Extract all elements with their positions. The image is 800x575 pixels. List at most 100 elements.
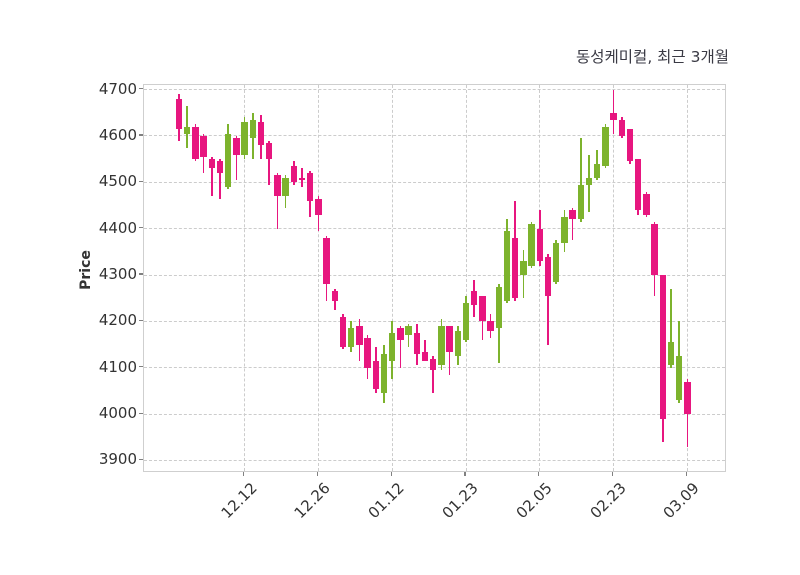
candle-body-down [446, 326, 453, 352]
x-gridline [317, 85, 319, 471]
candle-body-down [544, 256, 552, 296]
y-tick-label: 4600 [98, 125, 137, 144]
candle-body-up [676, 356, 683, 401]
y-tick-label: 4200 [98, 311, 137, 330]
x-gridline [391, 85, 393, 471]
y-tick-mark [139, 88, 143, 90]
candle-body-down [257, 122, 265, 146]
y-tick-mark [139, 319, 143, 321]
candle-body-down [200, 135, 207, 157]
candle-body-up [225, 133, 232, 187]
candle-body-down [331, 291, 338, 301]
candle-wick-down [211, 156, 213, 197]
candle-body-up [348, 328, 355, 347]
y-tick-label: 4400 [98, 218, 137, 237]
candle-body-up [577, 184, 584, 220]
candle-body-down [479, 295, 486, 322]
candle-body-down [471, 291, 478, 306]
candle-body-down [684, 381, 691, 415]
candle-body-down [421, 351, 429, 361]
candle-body-down [651, 224, 658, 276]
x-gridline [613, 85, 615, 471]
candle-body-down [233, 138, 240, 155]
x-tick-label: 02.05 [512, 479, 556, 523]
y-gridline [144, 274, 725, 276]
candle-body-up [249, 119, 256, 139]
y-tick-label: 4700 [98, 79, 137, 98]
candle-wick-down [424, 339, 426, 361]
candle-wick-down [612, 89, 615, 134]
candle-wick-up [670, 288, 672, 368]
x-gridline [539, 85, 541, 471]
x-tick-mark [685, 472, 687, 476]
candle-body-down [208, 159, 215, 169]
candle-body-down [643, 193, 650, 215]
candle-body-down [192, 126, 199, 160]
candle-body-down [659, 275, 666, 419]
candle-wick-down [432, 356, 434, 394]
candle-body-down [512, 237, 519, 299]
y-tick-mark [139, 412, 143, 414]
candle-body-up [667, 342, 675, 366]
y-tick-mark [139, 458, 143, 461]
candle-body-up [553, 242, 560, 282]
x-tick-mark [243, 472, 245, 476]
candle-body-down [175, 98, 183, 130]
candle-body-up [495, 286, 502, 329]
candle-body-up [520, 261, 527, 276]
candle-body-down [626, 129, 634, 162]
candle-body-down [339, 316, 347, 347]
candle-body-down [413, 333, 420, 354]
x-tick-mark [464, 472, 466, 476]
y-tick-mark [139, 227, 143, 229]
x-tick-label: 03.09 [660, 479, 704, 523]
candle-body-down [397, 328, 404, 340]
candle-body-up [561, 217, 568, 243]
y-tick-mark [139, 134, 143, 136]
candle-body-down [618, 119, 625, 136]
candle-body-up [602, 126, 609, 167]
y-tick-mark [139, 366, 143, 368]
candle-body-down [372, 360, 379, 389]
candle-body-down [307, 173, 314, 201]
candle-wick-down [571, 207, 574, 241]
candle-body-up [438, 326, 445, 366]
x-tick-mark [612, 472, 614, 476]
candle-body-down [356, 326, 363, 345]
candle-body-up [184, 126, 191, 134]
y-gridline [144, 459, 725, 461]
y-tick-mark [139, 273, 143, 275]
y-gridline [144, 228, 725, 230]
chart-title: 동성케미컬, 최근 3개월 [576, 48, 729, 66]
candle-body-down [266, 142, 273, 160]
candle-body-up [528, 224, 535, 266]
y-gridline [144, 135, 725, 137]
candle-body-down [610, 112, 617, 120]
x-tick-mark [390, 472, 392, 476]
y-gridline [144, 89, 725, 91]
x-gridline [465, 85, 467, 471]
x-tick-label: 01.23 [438, 479, 482, 523]
x-tick-label: 01.12 [364, 479, 408, 523]
x-gridline [686, 85, 688, 471]
candle-wick-down [547, 254, 549, 345]
candle-body-down [536, 228, 543, 262]
plot-area [143, 84, 726, 472]
y-gridline [144, 413, 725, 415]
candle-body-up [282, 177, 289, 197]
candle-body-up [585, 177, 593, 185]
candle-body-down [216, 161, 224, 174]
candle-body-down [487, 321, 494, 331]
candle-body-up [380, 353, 388, 394]
candle-body-down [323, 237, 330, 285]
y-tick-mark [139, 180, 143, 182]
y-tick-label: 4000 [98, 404, 137, 423]
candle-body-down [364, 337, 371, 368]
y-tick-label: 4100 [98, 357, 137, 376]
candle-body-down [315, 198, 322, 215]
y-tick-label: 3900 [98, 450, 137, 469]
candle-wick-down [399, 326, 402, 368]
y-tick-label: 4300 [98, 265, 137, 284]
y-gridline [144, 320, 725, 322]
x-tick-mark [538, 472, 540, 476]
